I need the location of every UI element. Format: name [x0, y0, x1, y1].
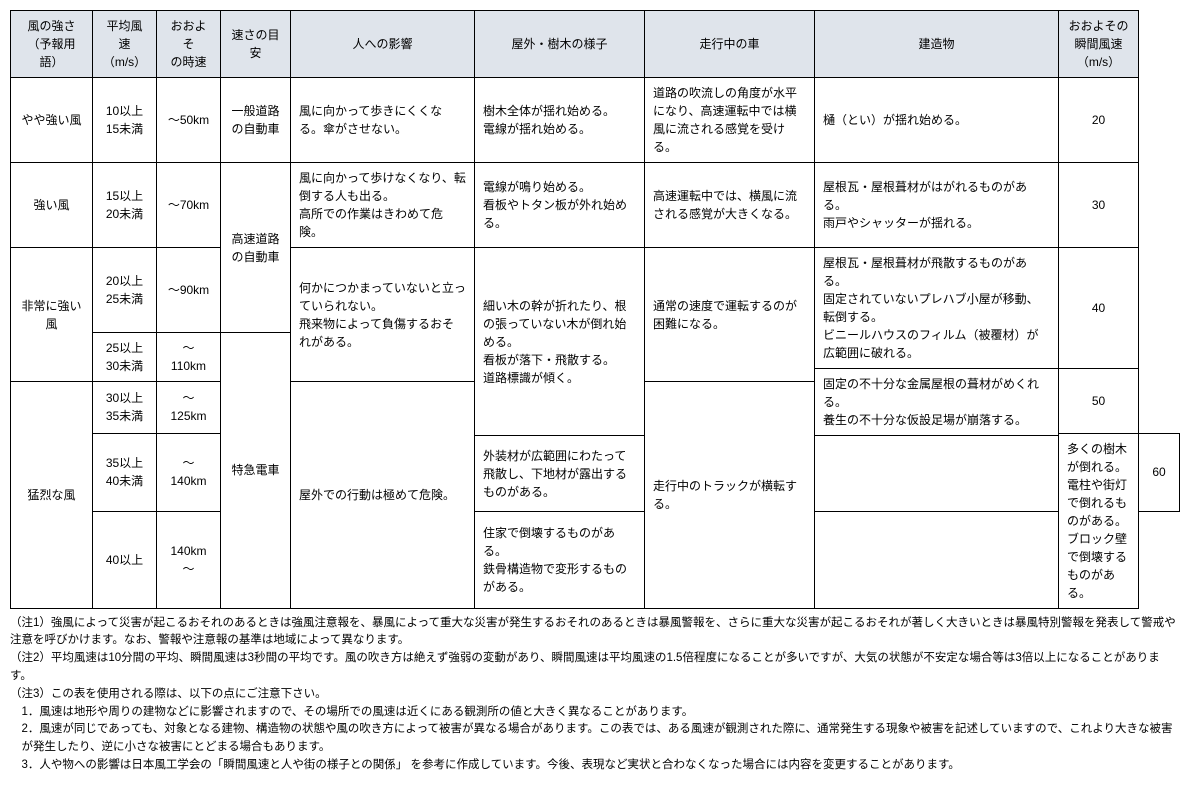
header-human: 人への影響 [291, 11, 475, 78]
note-2: （注2）平均風速は10分間の平均、瞬間風速は3秒間の平均です。風の吹き方は絶えず… [10, 650, 1180, 686]
cell-speed: 40以上 [93, 512, 157, 608]
table-header-row: 風の強さ（予報用語） 平均風速（m/s） おおよその時速 速さの目安 人への影響… [11, 11, 1180, 78]
note-3-1: 1．風速は地形や周りの建物などに影響されますので、その場所での風速は近くにある観… [10, 704, 1180, 722]
cell-standard: 特急電車 [221, 333, 291, 609]
note-1: （注1）強風によって災害が起こるおそれのあるときは強風注意報を、暴風によって重大… [10, 615, 1180, 651]
cell-building: 固定の不十分な金属屋根の葺材がめくれる。養生の不十分な仮設足場が崩落する。 [815, 369, 1059, 436]
cell-category: 非常に強い風 [11, 248, 93, 382]
cell-outdoor: 樹木全体が揺れ始める。電線が揺れ始める。 [475, 78, 645, 163]
cell-kmh: ～110km [157, 333, 221, 382]
cell-kmh: ～50km [157, 78, 221, 163]
cell-category: 強い風 [11, 163, 93, 248]
cell-speed: 35以上40未満 [93, 433, 157, 512]
note-3: （注3）この表を使用される際は、以下の点にご注意下さい。 [10, 686, 1180, 704]
header-kmh: おおよその時速 [157, 11, 221, 78]
cell-human: 風に向かって歩きにくくなる。傘がさせない。 [291, 78, 475, 163]
cell-gust: 20 [1059, 78, 1139, 163]
cell-building: 外装材が広範囲にわたって飛散し、下地材が露出するものがある。 [475, 436, 645, 512]
cell-speed: 25以上30未満 [93, 333, 157, 382]
cell-speed: 10以上15未満 [93, 78, 157, 163]
cell-gust: 30 [1059, 163, 1139, 248]
header-car: 走行中の車 [645, 11, 815, 78]
cell-category: やや強い風 [11, 78, 93, 163]
cell-gust [815, 512, 1059, 608]
cell-kmh: 140km～ [157, 512, 221, 608]
header-gust: おおよその瞬間風速（m/s） [1059, 11, 1139, 78]
note-3-3: 3．人や物への影響は日本風工学会の「瞬間風速と人や街の様子との関係」 を参考に作… [10, 757, 1180, 775]
cell-gust: 50 [1059, 369, 1139, 434]
cell-human: 風に向かって歩けなくなり、転倒する人も出る。高所での作業はきわめて危険。 [291, 163, 475, 248]
cell-kmh: ～125km [157, 382, 221, 434]
cell-kmh: ～90km [157, 248, 221, 333]
note-3-2: 2．風速が同じであっても、対象となる建物、構造物の状態や風の吹き方によって被害が… [10, 721, 1180, 757]
cell-gust: 40 [1059, 248, 1139, 369]
cell-building: 住家で倒壊するものがある。鉄骨構造物で変形するものがある。 [475, 512, 645, 608]
cell-building: 屋根瓦・屋根葺材がはがれるものがある。雨戸やシャッターが揺れる。 [815, 163, 1059, 248]
cell-car: 道路の吹流しの角度が水平になり、高速運転中では横風に流される感覚を受ける。 [645, 78, 815, 163]
cell-speed: 20以上25未満 [93, 248, 157, 333]
cell-speed: 15以上20未満 [93, 163, 157, 248]
cell-building: 屋根瓦・屋根葺材が飛散するものがある。固定されていないプレハブ小屋が移動、転倒す… [815, 248, 1059, 369]
cell-car: 走行中のトラックが横転する。 [645, 382, 815, 609]
header-standard: 速さの目安 [221, 11, 291, 78]
cell-car: 通常の速度で運転するのが困難になる。 [645, 248, 815, 382]
cell-kmh: ～70km [157, 163, 221, 248]
cell-kmh: ～140km [157, 433, 221, 512]
header-strength: 風の強さ（予報用語） [11, 11, 93, 78]
header-avg-speed: 平均風速（m/s） [93, 11, 157, 78]
wind-strength-table: 風の強さ（予報用語） 平均風速（m/s） おおよその時速 速さの目安 人への影響… [10, 10, 1180, 609]
cell-speed: 30以上35未満 [93, 382, 157, 434]
header-building: 建造物 [815, 11, 1059, 78]
table-row: 40以上 140km～ 住家で倒壊するものがある。鉄骨構造物で変形するものがある… [11, 512, 1180, 608]
cell-car: 高速運転中では、横風に流される感覚が大きくなる。 [645, 163, 815, 248]
cell-gust: 60 [1139, 433, 1180, 512]
cell-outdoor: 電線が鳴り始める。看板やトタン板が外れ始める。 [475, 163, 645, 248]
cell-building: 樋（とい）が揺れ始める。 [815, 78, 1059, 163]
table-row: やや強い風 10以上15未満 ～50km 一般道路の自動車 風に向かって歩きにく… [11, 78, 1180, 163]
cell-outdoor: 細い木の幹が折れたり、根の張っていない木が倒れ始める。看板が落下・飛散する。道路… [475, 248, 645, 436]
cell-standard: 高速道路の自動車 [221, 163, 291, 333]
cell-human: 何かにつかまっていないと立っていられない。飛来物によって負傷するおそれがある。 [291, 248, 475, 382]
cell-human: 屋外での行動は極めて危険。 [291, 382, 475, 609]
cell-category: 猛烈な風 [11, 382, 93, 609]
cell-outdoor: 多くの樹木が倒れる。電柱や街灯で倒れるものがある。ブロック壁で倒壊するものがある… [1059, 433, 1139, 608]
header-outdoor: 屋外・樹木の様子 [475, 11, 645, 78]
notes-section: （注1）強風によって災害が起こるおそれのあるときは強風注意報を、暴風によって重大… [10, 615, 1180, 775]
cell-standard: 一般道路の自動車 [221, 78, 291, 163]
